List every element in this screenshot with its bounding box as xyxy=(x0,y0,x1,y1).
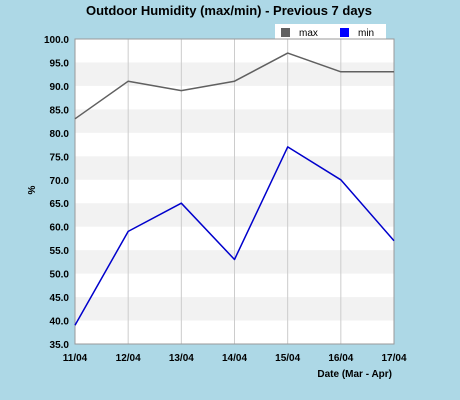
legend: max min xyxy=(275,24,386,40)
y-tick-label: 80.0 xyxy=(50,129,70,140)
y-tick-label: 70.0 xyxy=(50,176,70,187)
y-tick-label: 85.0 xyxy=(50,105,70,116)
y-tick-label: 60.0 xyxy=(50,223,70,234)
x-tick-label: 17/04 xyxy=(381,353,406,364)
y-tick-label: 75.0 xyxy=(50,152,70,163)
y-tick-label: 55.0 xyxy=(50,246,70,257)
plot-border xyxy=(74,38,395,345)
y-tick-label: 90.0 xyxy=(50,82,70,93)
legend-box xyxy=(275,24,386,40)
y-tick-label: 35.0 xyxy=(50,340,70,351)
x-tick-label: 14/04 xyxy=(222,353,247,364)
x-tick-label: 13/04 xyxy=(169,353,194,364)
y-tick-label: 95.0 xyxy=(50,58,70,69)
legend-swatch-max xyxy=(281,28,290,37)
y-tick-label: 100.0 xyxy=(44,35,69,46)
legend-label-max: max xyxy=(299,28,318,39)
y-tick-label: 45.0 xyxy=(50,293,70,304)
x-tick-label: 15/04 xyxy=(275,353,300,364)
chart-title: Outdoor Humidity (max/min) - Previous 7 … xyxy=(86,3,372,18)
y-tick-label: 50.0 xyxy=(50,270,70,281)
y-axis-label: % xyxy=(27,185,38,194)
x-tick-label: 11/04 xyxy=(63,353,88,364)
legend-label-min: min xyxy=(358,28,374,39)
legend-swatch-min xyxy=(340,28,349,37)
series-line-min xyxy=(74,146,395,326)
y-tick-label: 40.0 xyxy=(50,317,70,328)
y-tick-label: 65.0 xyxy=(50,199,70,210)
x-tick-label: 12/04 xyxy=(116,353,141,364)
plot-area: 35.0 40.0 45.0 50.0 55.0 60.0 65.0 70.0 75.0 80.0… xyxy=(44,35,407,364)
series-line-max xyxy=(74,52,394,120)
x-tick-label: 16/04 xyxy=(328,353,353,364)
x-axis-label: Date (Mar - Apr) xyxy=(317,369,392,380)
